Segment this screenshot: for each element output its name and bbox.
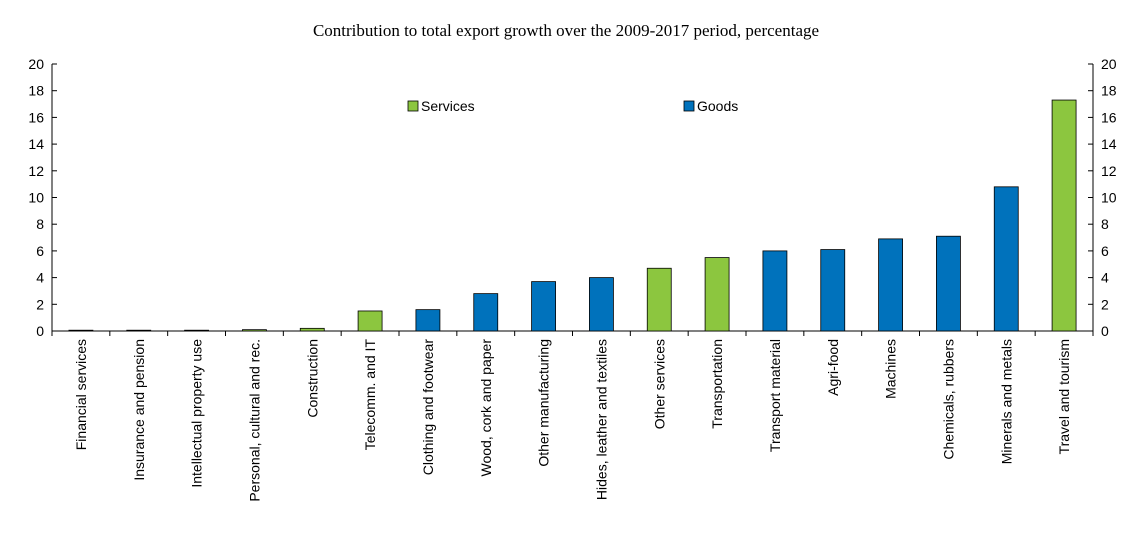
x-tick-label: Hides, leather and textiles [593, 339, 609, 500]
x-tick-label: Intellectual property use [189, 339, 205, 488]
y-tick-label-left: 20 [28, 56, 44, 72]
bar-travel-and-tourism [1051, 99, 1077, 332]
bar-intellectual-property-use [184, 329, 209, 332]
bar-transport-material [762, 250, 788, 332]
bar-transportation [704, 257, 730, 332]
bar-minerals-and-metals [993, 186, 1019, 332]
x-tick-label: Chemicals, rubbers [940, 339, 956, 460]
y-tick-label-left: 8 [36, 216, 44, 232]
x-tick-label: Wood, cork and paper [478, 339, 494, 477]
y-tick-label-right: 4 [1101, 270, 1109, 286]
bar-hides-leather-and-textiles [589, 277, 614, 332]
legend-swatch-services [407, 100, 419, 112]
bar-machines [878, 238, 903, 332]
y-tick-label-right: 8 [1101, 216, 1109, 232]
y-tick-label-right: 0 [1101, 323, 1109, 339]
bar-construction [299, 327, 325, 332]
x-tick-label: Machines [883, 339, 899, 399]
x-tick-label: Personal, cultural and rec. [246, 339, 262, 502]
bar-personal-cultural-and-rec [242, 329, 267, 332]
y-axis-right: 0 2 4 6 8 10 12 14 16 18 20 [1088, 56, 1117, 339]
y-tick-label-right: 12 [1101, 163, 1117, 179]
y-tick-label-left: 0 [36, 323, 44, 339]
bar-wood-cork-and-paper [473, 293, 499, 332]
bar-insurance-and-pension [126, 329, 152, 332]
bar-clothing-and-footwear [415, 309, 441, 332]
bars [68, 99, 1077, 332]
x-tick-label: Insurance and pension [131, 339, 147, 481]
y-tick-label-left: 14 [28, 136, 44, 152]
y-tick-label-left: 10 [28, 190, 44, 206]
y-tick-label-right: 18 [1101, 83, 1117, 99]
y-tick-label-left: 12 [28, 163, 44, 179]
x-tick-label: Other services [651, 339, 667, 429]
y-tick-label-right: 6 [1101, 243, 1109, 259]
y-tick-label-left: 2 [36, 296, 44, 312]
y-tick-label-right: 10 [1101, 190, 1117, 206]
x-tick-label: Telecomm. and IT [362, 339, 378, 451]
x-tick-label: Travel and tourism [1056, 339, 1072, 454]
y-tick-label-left: 6 [36, 243, 44, 259]
legend-label-services: Services [421, 98, 475, 114]
legend-label-goods: Goods [697, 98, 738, 114]
chart-title: Contribution to total export growth over… [313, 21, 819, 40]
legend: Services Goods [407, 98, 738, 114]
x-tick-label: Clothing and footwear [420, 339, 436, 476]
y-tick-label-right: 2 [1101, 296, 1109, 312]
bar-other-manufacturing [531, 281, 556, 332]
x-tick-label: Agri-food [825, 339, 841, 396]
x-tick-label: Transportation [709, 339, 725, 429]
x-axis-labels: Financial services Insurance and pension I… [51, 331, 1094, 502]
y-tick-label-right: 14 [1101, 136, 1117, 152]
y-tick-label-left: 4 [36, 270, 44, 286]
y-axis-left: 0 2 4 6 8 10 12 14 16 18 20 [28, 56, 57, 339]
bar-financial-services [68, 329, 94, 332]
y-tick-label-right: 16 [1101, 109, 1117, 125]
y-tick-label-right: 20 [1101, 56, 1117, 72]
x-tick-label: Construction [304, 339, 320, 418]
y-tick-label-left: 16 [28, 109, 44, 125]
bar-other-services [646, 267, 672, 332]
x-tick-label: Minerals and metals [998, 339, 1014, 464]
bar-chemicals-rubbers [936, 235, 961, 332]
x-tick-label: Other manufacturing [536, 339, 552, 467]
x-tick-label: Transport material [767, 339, 783, 452]
bar-agri-food [820, 249, 846, 332]
legend-swatch-goods [683, 100, 695, 112]
x-tick-label: Financial services [73, 339, 89, 450]
y-tick-label-left: 18 [28, 83, 44, 99]
bar-telecomm-and-it [357, 310, 383, 332]
